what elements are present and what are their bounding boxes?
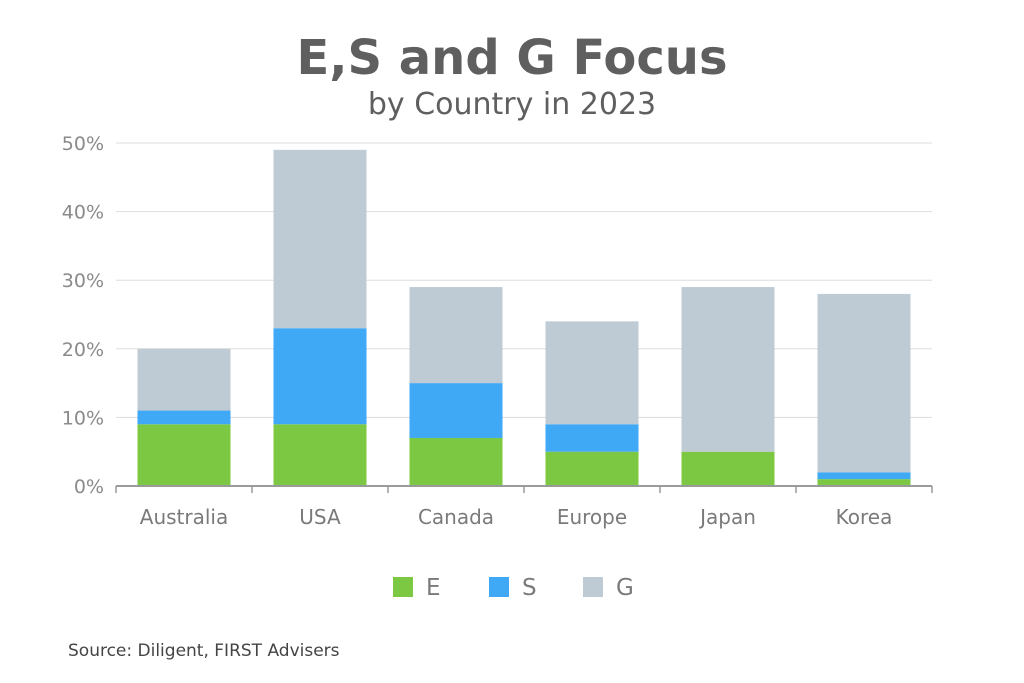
bar-segment-e	[817, 479, 911, 486]
gridlines	[116, 142, 932, 418]
x-category-label: Japan	[698, 505, 756, 529]
bar-segment-s	[817, 472, 911, 480]
bars	[137, 149, 911, 486]
bar-segment-s	[545, 424, 639, 452]
chart-title: E,S and G Focus	[296, 30, 728, 86]
legend-swatch-e	[393, 577, 413, 597]
bar-segment-g	[817, 293, 911, 473]
legend-swatch-g	[583, 577, 603, 597]
bar-segment-g	[409, 287, 503, 384]
y-tick-label: 10%	[62, 407, 104, 429]
y-tick-label: 20%	[62, 339, 104, 361]
legend-label-g: G	[616, 575, 634, 601]
y-tick-label: 0%	[74, 476, 104, 498]
y-axis-ticks: 0% 10% 20% 30% 40% 50%	[62, 133, 104, 498]
x-category-label: Korea	[836, 505, 893, 529]
y-tick-label: 50%	[62, 133, 104, 155]
legend-label-s: S	[522, 575, 537, 601]
bar-segment-g	[681, 287, 775, 452]
legend-swatch-s	[489, 577, 509, 597]
chart-subtitle: by Country in 2023	[367, 87, 657, 122]
y-tick-label: 30%	[62, 270, 104, 292]
bar-segment-s	[409, 383, 503, 438]
x-category-label: USA	[299, 505, 341, 529]
bar-segment-g	[137, 348, 231, 411]
bar-segment-e	[545, 451, 639, 486]
y-tick-label: 40%	[62, 202, 104, 224]
x-category-label: Europe	[557, 505, 627, 529]
bar-segment-g	[273, 149, 367, 329]
x-axis: Australia USA Canada Europe Japan Korea	[115, 485, 933, 529]
x-category-label: Canada	[418, 505, 494, 529]
bar-segment-e	[409, 437, 503, 486]
bar-segment-s	[273, 328, 367, 425]
bar-segment-e	[137, 424, 231, 486]
x-category-label: Australia	[140, 505, 228, 529]
source-note: Source: Diligent, FIRST Advisers	[68, 641, 340, 661]
bar-segment-s	[137, 410, 231, 425]
bar-segment-e	[681, 451, 775, 486]
bar-segment-e	[273, 424, 367, 486]
legend-label-e: E	[426, 575, 441, 601]
bar-segment-g	[545, 321, 639, 425]
